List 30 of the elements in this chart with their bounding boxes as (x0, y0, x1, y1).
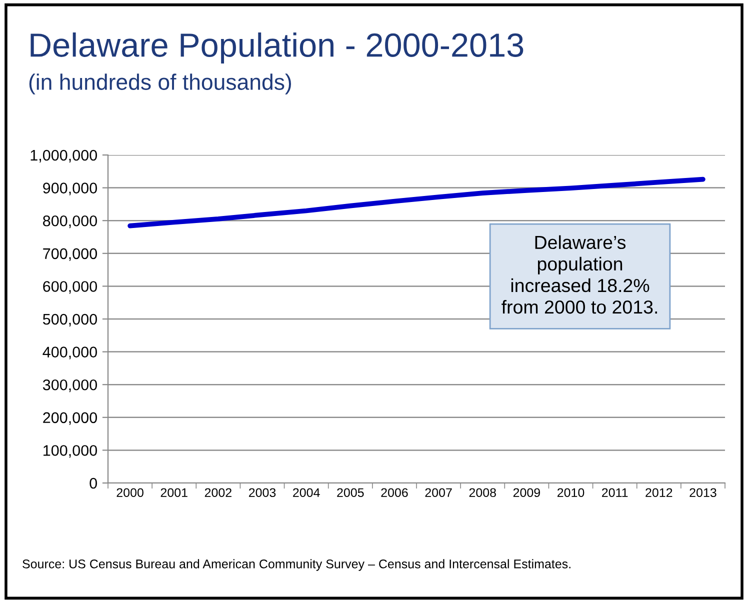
chart-subtitle: (in hundreds of thousands) (29, 74, 291, 94)
x-tick-label: 2001 (160, 488, 188, 498)
y-tick-label: 1,000,000 (30, 150, 97, 162)
x-tick-label: 2007 (425, 488, 452, 498)
x-tick-label: 2013 (690, 488, 716, 498)
x-tick-label: 2010 (557, 488, 584, 498)
x-tick-label: 2005 (337, 488, 364, 498)
x-tick-label: 2000 (116, 488, 144, 498)
x-tick-label: 2012 (646, 488, 672, 498)
x-tick-label: 2011 (602, 488, 628, 498)
x-tick-label: 2003 (248, 488, 276, 498)
y-tick-label: 900,000 (43, 182, 97, 196)
y-tick-label: 800,000 (43, 215, 97, 228)
x-tick-label: 2002 (204, 488, 232, 498)
y-tick-label: 400,000 (42, 346, 97, 360)
x-tick-label: 2008 (469, 488, 496, 498)
x-tick-label: 2009 (513, 488, 540, 498)
y-tick-label: 500,000 (42, 314, 97, 326)
y-tick-label: 600,000 (43, 281, 97, 294)
line-series (128, 176, 706, 228)
annotation: Delaware’s population increased 18.2% from 2000 to 2013. (502, 235, 657, 314)
y-tick-label: 300,000 (42, 379, 97, 392)
x-tick-label: 2006 (381, 488, 408, 498)
y-tick-label: 0 (90, 478, 97, 489)
y-tick-label: 200,000 (43, 412, 97, 425)
chart-title: Delaware Population - 2000-2013 (30, 32, 524, 64)
y-tick-label: 100,000 (44, 445, 97, 458)
y-tick-label: 700,000 (43, 248, 97, 261)
x-tick-label: 2004 (293, 488, 320, 498)
source-note: Source: US Census Bureau and American Community Survey – Census and Intercensal Estimates. (22, 559, 570, 571)
